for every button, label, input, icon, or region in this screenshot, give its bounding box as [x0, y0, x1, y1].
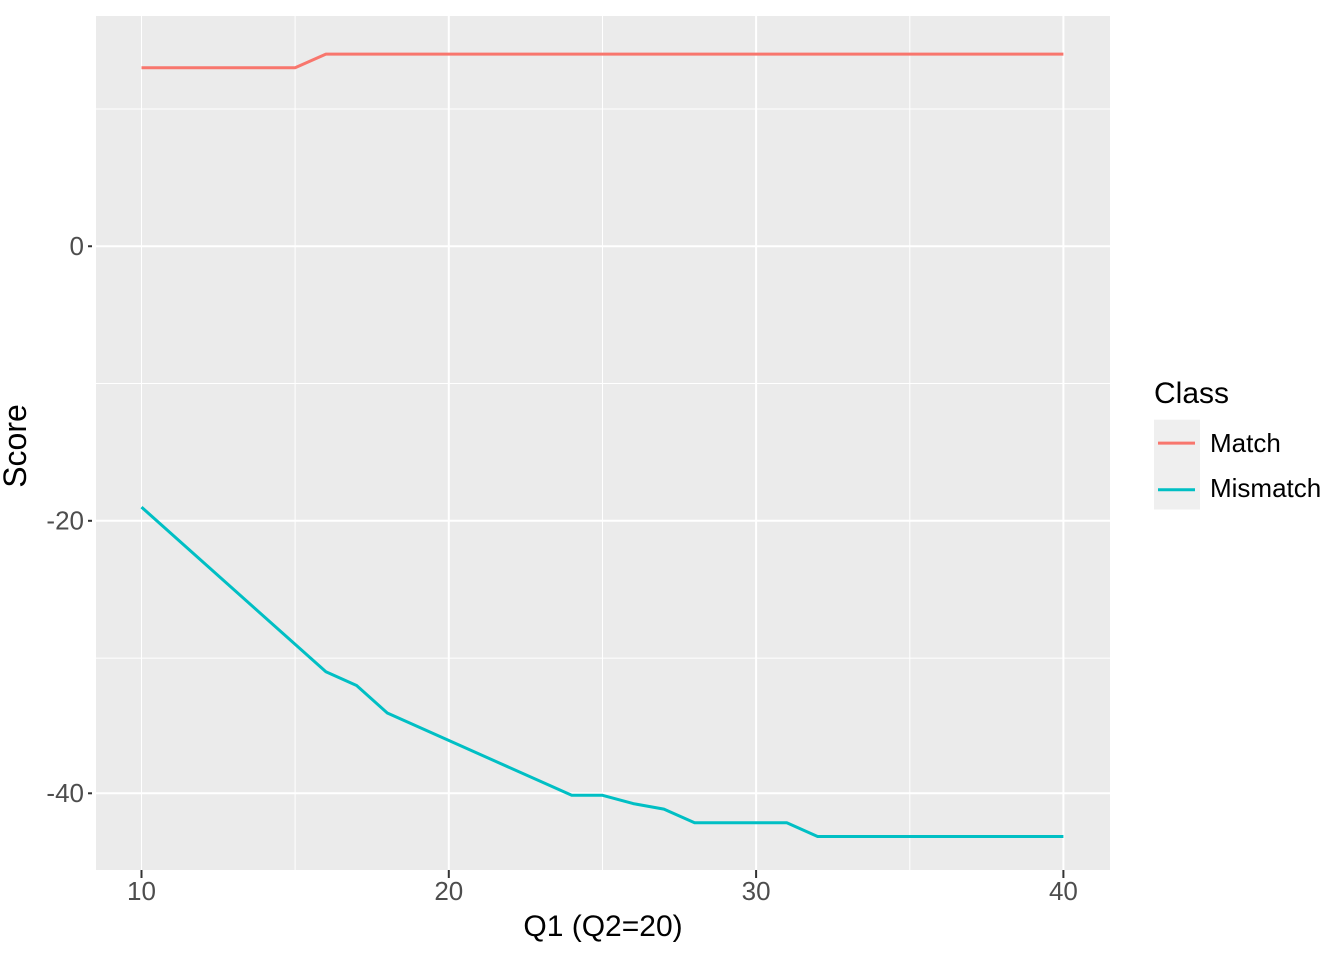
svg-text:30: 30 [742, 876, 771, 906]
svg-text:Q1 (Q2=20): Q1 (Q2=20) [523, 910, 682, 943]
svg-text:20: 20 [434, 876, 463, 906]
svg-text:-40: -40 [46, 778, 84, 808]
svg-text:40: 40 [1049, 876, 1078, 906]
svg-text:Score: Score [0, 404, 33, 488]
svg-text:Class: Class [1154, 377, 1229, 410]
svg-text:Match: Match [1210, 428, 1281, 458]
svg-text:-20: -20 [46, 506, 84, 536]
svg-text:10: 10 [127, 876, 156, 906]
svg-text:0: 0 [70, 231, 84, 261]
svg-text:Mismatch: Mismatch [1210, 473, 1321, 503]
